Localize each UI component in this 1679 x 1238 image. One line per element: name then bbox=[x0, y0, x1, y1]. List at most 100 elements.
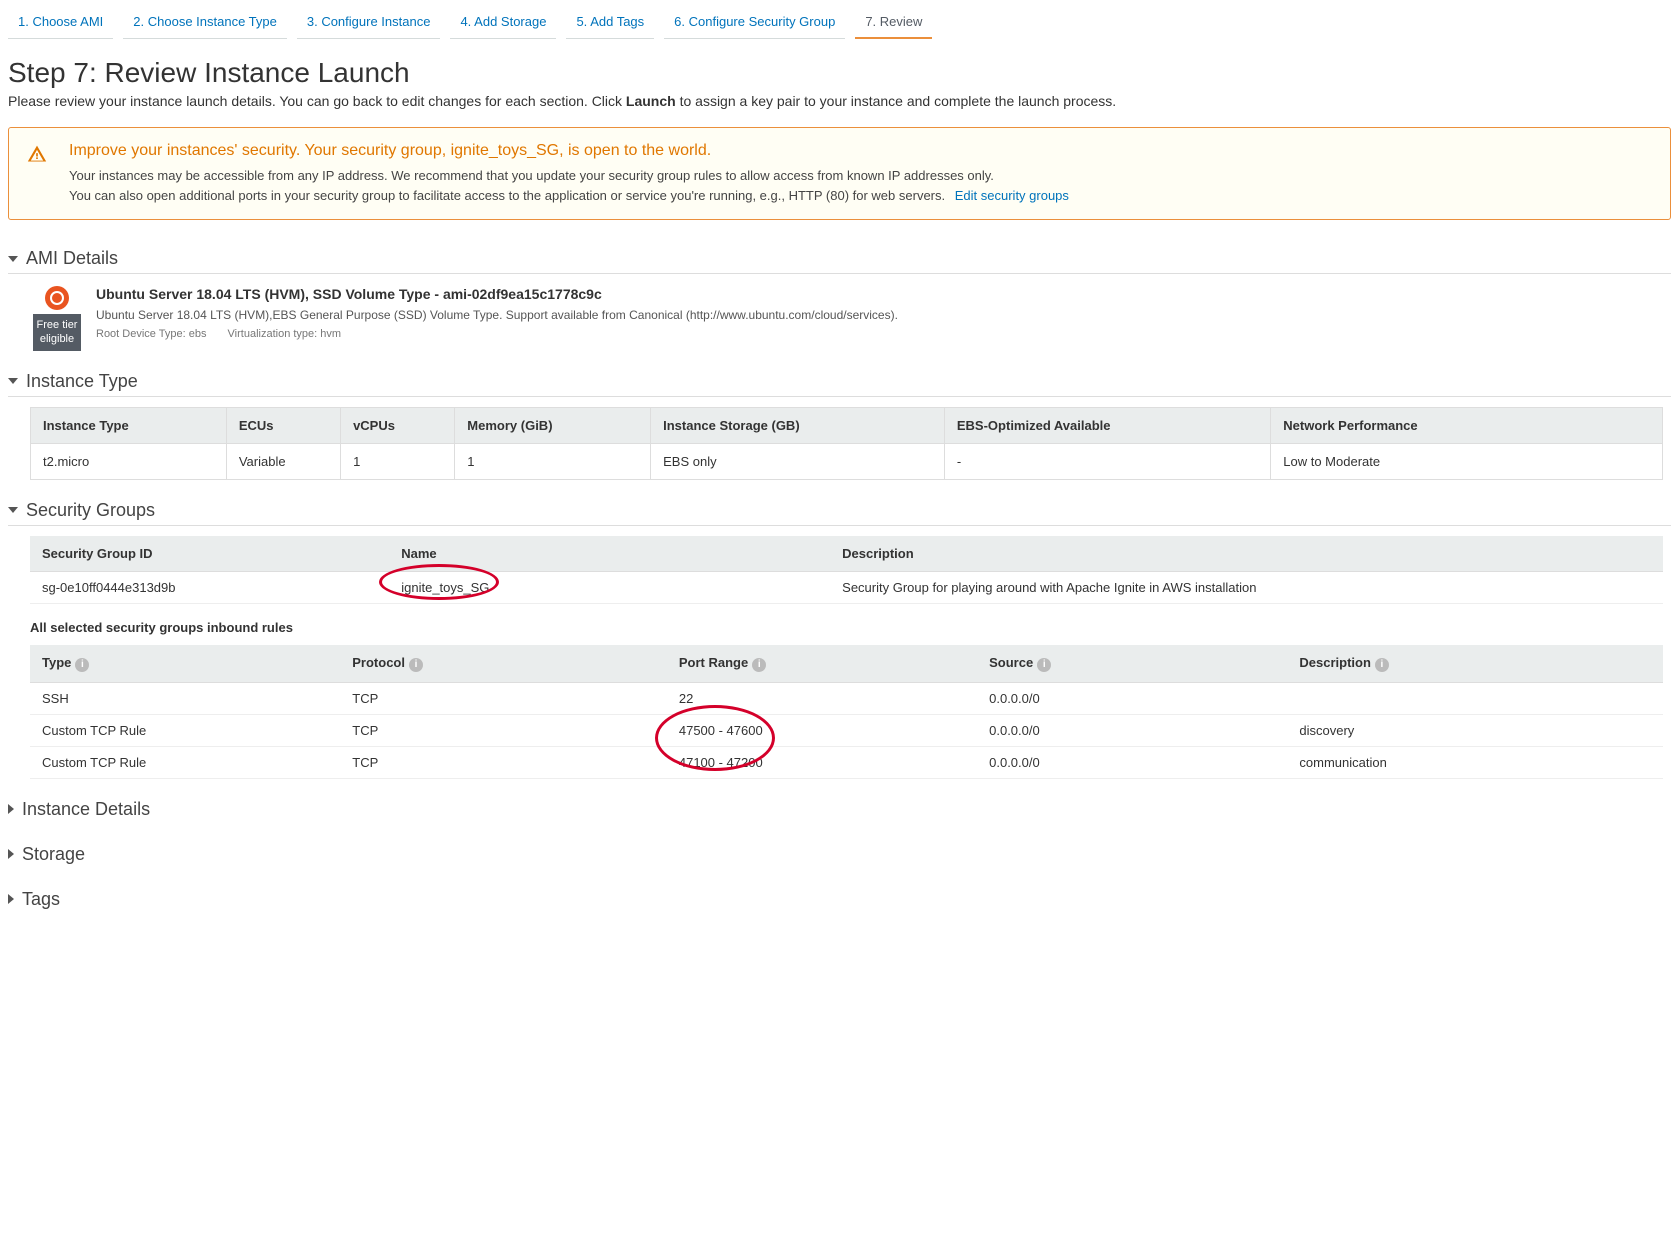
subtitle-post: to assign a key pair to your instance an… bbox=[676, 93, 1116, 109]
section-header-instance-details[interactable]: Instance Details bbox=[8, 799, 1671, 824]
cell: 47100 - 47200 bbox=[667, 746, 977, 778]
col-vcpus: vCPUs bbox=[341, 407, 455, 443]
section-storage: Storage bbox=[8, 844, 1671, 869]
ami-virt-type: Virtualization type: hvm bbox=[228, 328, 342, 340]
table-row: t2.micro Variable 1 1 EBS only - Low to … bbox=[31, 443, 1663, 479]
cell: 1 bbox=[455, 443, 651, 479]
subtitle-pre: Please review your instance launch detai… bbox=[8, 93, 626, 109]
cell: TCP bbox=[340, 746, 667, 778]
section-ami-details: AMI Details Free tier eligible Ubuntu Se… bbox=[8, 248, 1671, 351]
inbound-rules-table: Typei Protocoli Port Rangei Sourcei Desc… bbox=[30, 645, 1663, 779]
security-group-table: Security Group ID Name Description sg-0e… bbox=[30, 536, 1663, 604]
col-source: Sourcei bbox=[977, 645, 1287, 683]
chevron-down-icon bbox=[8, 378, 18, 384]
tab-review[interactable]: 7. Review bbox=[855, 8, 932, 39]
cell-port-range: 47500 - 47600 bbox=[667, 714, 977, 746]
tab-configure-instance[interactable]: 3. Configure Instance bbox=[297, 8, 441, 39]
section-instance-details: Instance Details bbox=[8, 799, 1671, 824]
table-row: Custom TCP Rule TCP 47100 - 47200 0.0.0.… bbox=[30, 746, 1663, 778]
ami-description: Ubuntu Server 18.04 LTS (HVM),EBS Genera… bbox=[96, 308, 898, 322]
col-instance-type: Instance Type bbox=[31, 407, 227, 443]
section-instance-type: Instance Type Instance Type ECUs vCPUs M… bbox=[8, 371, 1671, 480]
section-header-tags[interactable]: Tags bbox=[8, 889, 1671, 914]
section-tags: Tags bbox=[8, 889, 1671, 914]
section-header-ami[interactable]: AMI Details bbox=[8, 248, 1671, 274]
chevron-down-icon bbox=[8, 256, 18, 262]
cell-sg-name: ignite_toys_SG bbox=[389, 571, 830, 603]
instance-type-table: Instance Type ECUs vCPUs Memory (GiB) In… bbox=[30, 407, 1663, 480]
page-subtitle: Please review your instance launch detai… bbox=[8, 93, 1671, 109]
section-header-security-groups[interactable]: Security Groups bbox=[8, 500, 1671, 526]
cell: 0.0.0.0/0 bbox=[977, 746, 1287, 778]
wizard-tabs: 1. Choose AMI 2. Choose Instance Type 3.… bbox=[8, 8, 1671, 39]
cell: Variable bbox=[226, 443, 340, 479]
cell: SSH bbox=[30, 682, 340, 714]
col-instance-storage: Instance Storage (GB) bbox=[651, 407, 945, 443]
info-icon[interactable]: i bbox=[1375, 658, 1389, 672]
tab-choose-ami[interactable]: 1. Choose AMI bbox=[8, 8, 113, 39]
ami-root-device: Root Device Type: ebs bbox=[96, 328, 206, 340]
ami-title: Ubuntu Server 18.04 LTS (HVM), SSD Volum… bbox=[96, 286, 898, 302]
info-icon[interactable]: i bbox=[409, 658, 423, 672]
cell: Custom TCP Rule bbox=[30, 714, 340, 746]
cell: 1 bbox=[341, 443, 455, 479]
alert-line-2: You can also open additional ports in yo… bbox=[69, 188, 945, 203]
col-sg-id: Security Group ID bbox=[30, 536, 389, 572]
cell: TCP bbox=[340, 714, 667, 746]
cell: discovery bbox=[1287, 714, 1663, 746]
cell: 0.0.0.0/0 bbox=[977, 682, 1287, 714]
tab-add-tags[interactable]: 5. Add Tags bbox=[566, 8, 654, 39]
section-title-ami: AMI Details bbox=[26, 248, 118, 269]
chevron-down-icon bbox=[8, 507, 18, 513]
col-protocol: Protocoli bbox=[340, 645, 667, 683]
page-title: Step 7: Review Instance Launch bbox=[8, 57, 1671, 89]
section-title-instance-type: Instance Type bbox=[26, 371, 138, 392]
info-icon[interactable]: i bbox=[1037, 658, 1051, 672]
col-sg-desc: Description bbox=[830, 536, 1663, 572]
info-icon[interactable]: i bbox=[752, 658, 766, 672]
section-title-tags: Tags bbox=[22, 889, 60, 910]
cell: 0.0.0.0/0 bbox=[977, 714, 1287, 746]
info-icon[interactable]: i bbox=[75, 658, 89, 672]
cell-sg-id: sg-0e10ff0444e313d9b bbox=[30, 571, 389, 603]
inbound-rules-heading: All selected security groups inbound rul… bbox=[30, 620, 1671, 635]
cell-sg-desc: Security Group for playing around with A… bbox=[830, 571, 1663, 603]
table-row: SSH TCP 22 0.0.0.0/0 bbox=[30, 682, 1663, 714]
section-title-security-groups: Security Groups bbox=[26, 500, 155, 521]
cell: 22 bbox=[667, 682, 977, 714]
sg-name-text: ignite_toys_SG bbox=[401, 580, 489, 595]
cell: TCP bbox=[340, 682, 667, 714]
cell: Low to Moderate bbox=[1271, 443, 1663, 479]
edit-security-groups-link[interactable]: Edit security groups bbox=[955, 188, 1069, 203]
section-header-instance-type[interactable]: Instance Type bbox=[8, 371, 1671, 397]
ubuntu-icon bbox=[45, 286, 69, 310]
chevron-right-icon bbox=[8, 804, 14, 814]
cell: - bbox=[944, 443, 1270, 479]
chevron-right-icon bbox=[8, 849, 14, 859]
cell: t2.micro bbox=[31, 443, 227, 479]
section-title-instance-details: Instance Details bbox=[22, 799, 150, 820]
cell: Custom TCP Rule bbox=[30, 746, 340, 778]
security-alert: Improve your instances' security. Your s… bbox=[8, 127, 1671, 220]
subtitle-bold: Launch bbox=[626, 93, 676, 109]
col-description: Descriptioni bbox=[1287, 645, 1663, 683]
port-range-text: 47500 - 47600 bbox=[679, 723, 763, 738]
free-tier-badge: Free tier eligible bbox=[33, 314, 82, 351]
tab-choose-instance-type[interactable]: 2. Choose Instance Type bbox=[123, 8, 287, 39]
col-network-perf: Network Performance bbox=[1271, 407, 1663, 443]
tab-configure-security-group[interactable]: 6. Configure Security Group bbox=[664, 8, 845, 39]
free-tier-line2: eligible bbox=[37, 332, 78, 346]
section-header-storage[interactable]: Storage bbox=[8, 844, 1671, 869]
table-row: Custom TCP Rule TCP 47500 - 47600 0.0.0.… bbox=[30, 714, 1663, 746]
section-title-storage: Storage bbox=[22, 844, 85, 865]
tab-add-storage[interactable]: 4. Add Storage bbox=[450, 8, 556, 39]
col-sg-name: Name bbox=[389, 536, 830, 572]
cell bbox=[1287, 682, 1663, 714]
col-memory: Memory (GiB) bbox=[455, 407, 651, 443]
section-security-groups: Security Groups Security Group ID Name D… bbox=[8, 500, 1671, 779]
chevron-right-icon bbox=[8, 894, 14, 904]
warning-icon bbox=[27, 144, 47, 170]
cell: EBS only bbox=[651, 443, 945, 479]
free-tier-line1: Free tier bbox=[37, 318, 78, 332]
alert-title: Improve your instances' security. Your s… bbox=[69, 142, 1069, 160]
